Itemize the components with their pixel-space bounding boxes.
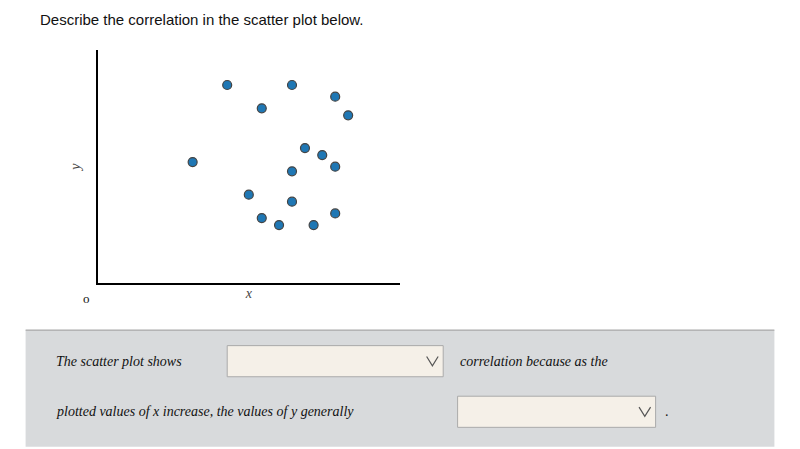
svg-text:o: o: [83, 291, 90, 306]
svg-text:y: y: [68, 163, 83, 172]
svg-text:plotted values of x increase,: plotted values of x increase, the values…: [56, 404, 354, 419]
svg-text:The scatter plot shows: The scatter plot shows: [56, 354, 182, 369]
svg-text:x: x: [245, 286, 253, 301]
svg-text:correlation because as the: correlation because as the: [460, 354, 608, 369]
svg-text:.: .: [665, 404, 669, 419]
svg-text:Describe the correlation in th: Describe the correlation in the scatter …: [40, 11, 364, 28]
